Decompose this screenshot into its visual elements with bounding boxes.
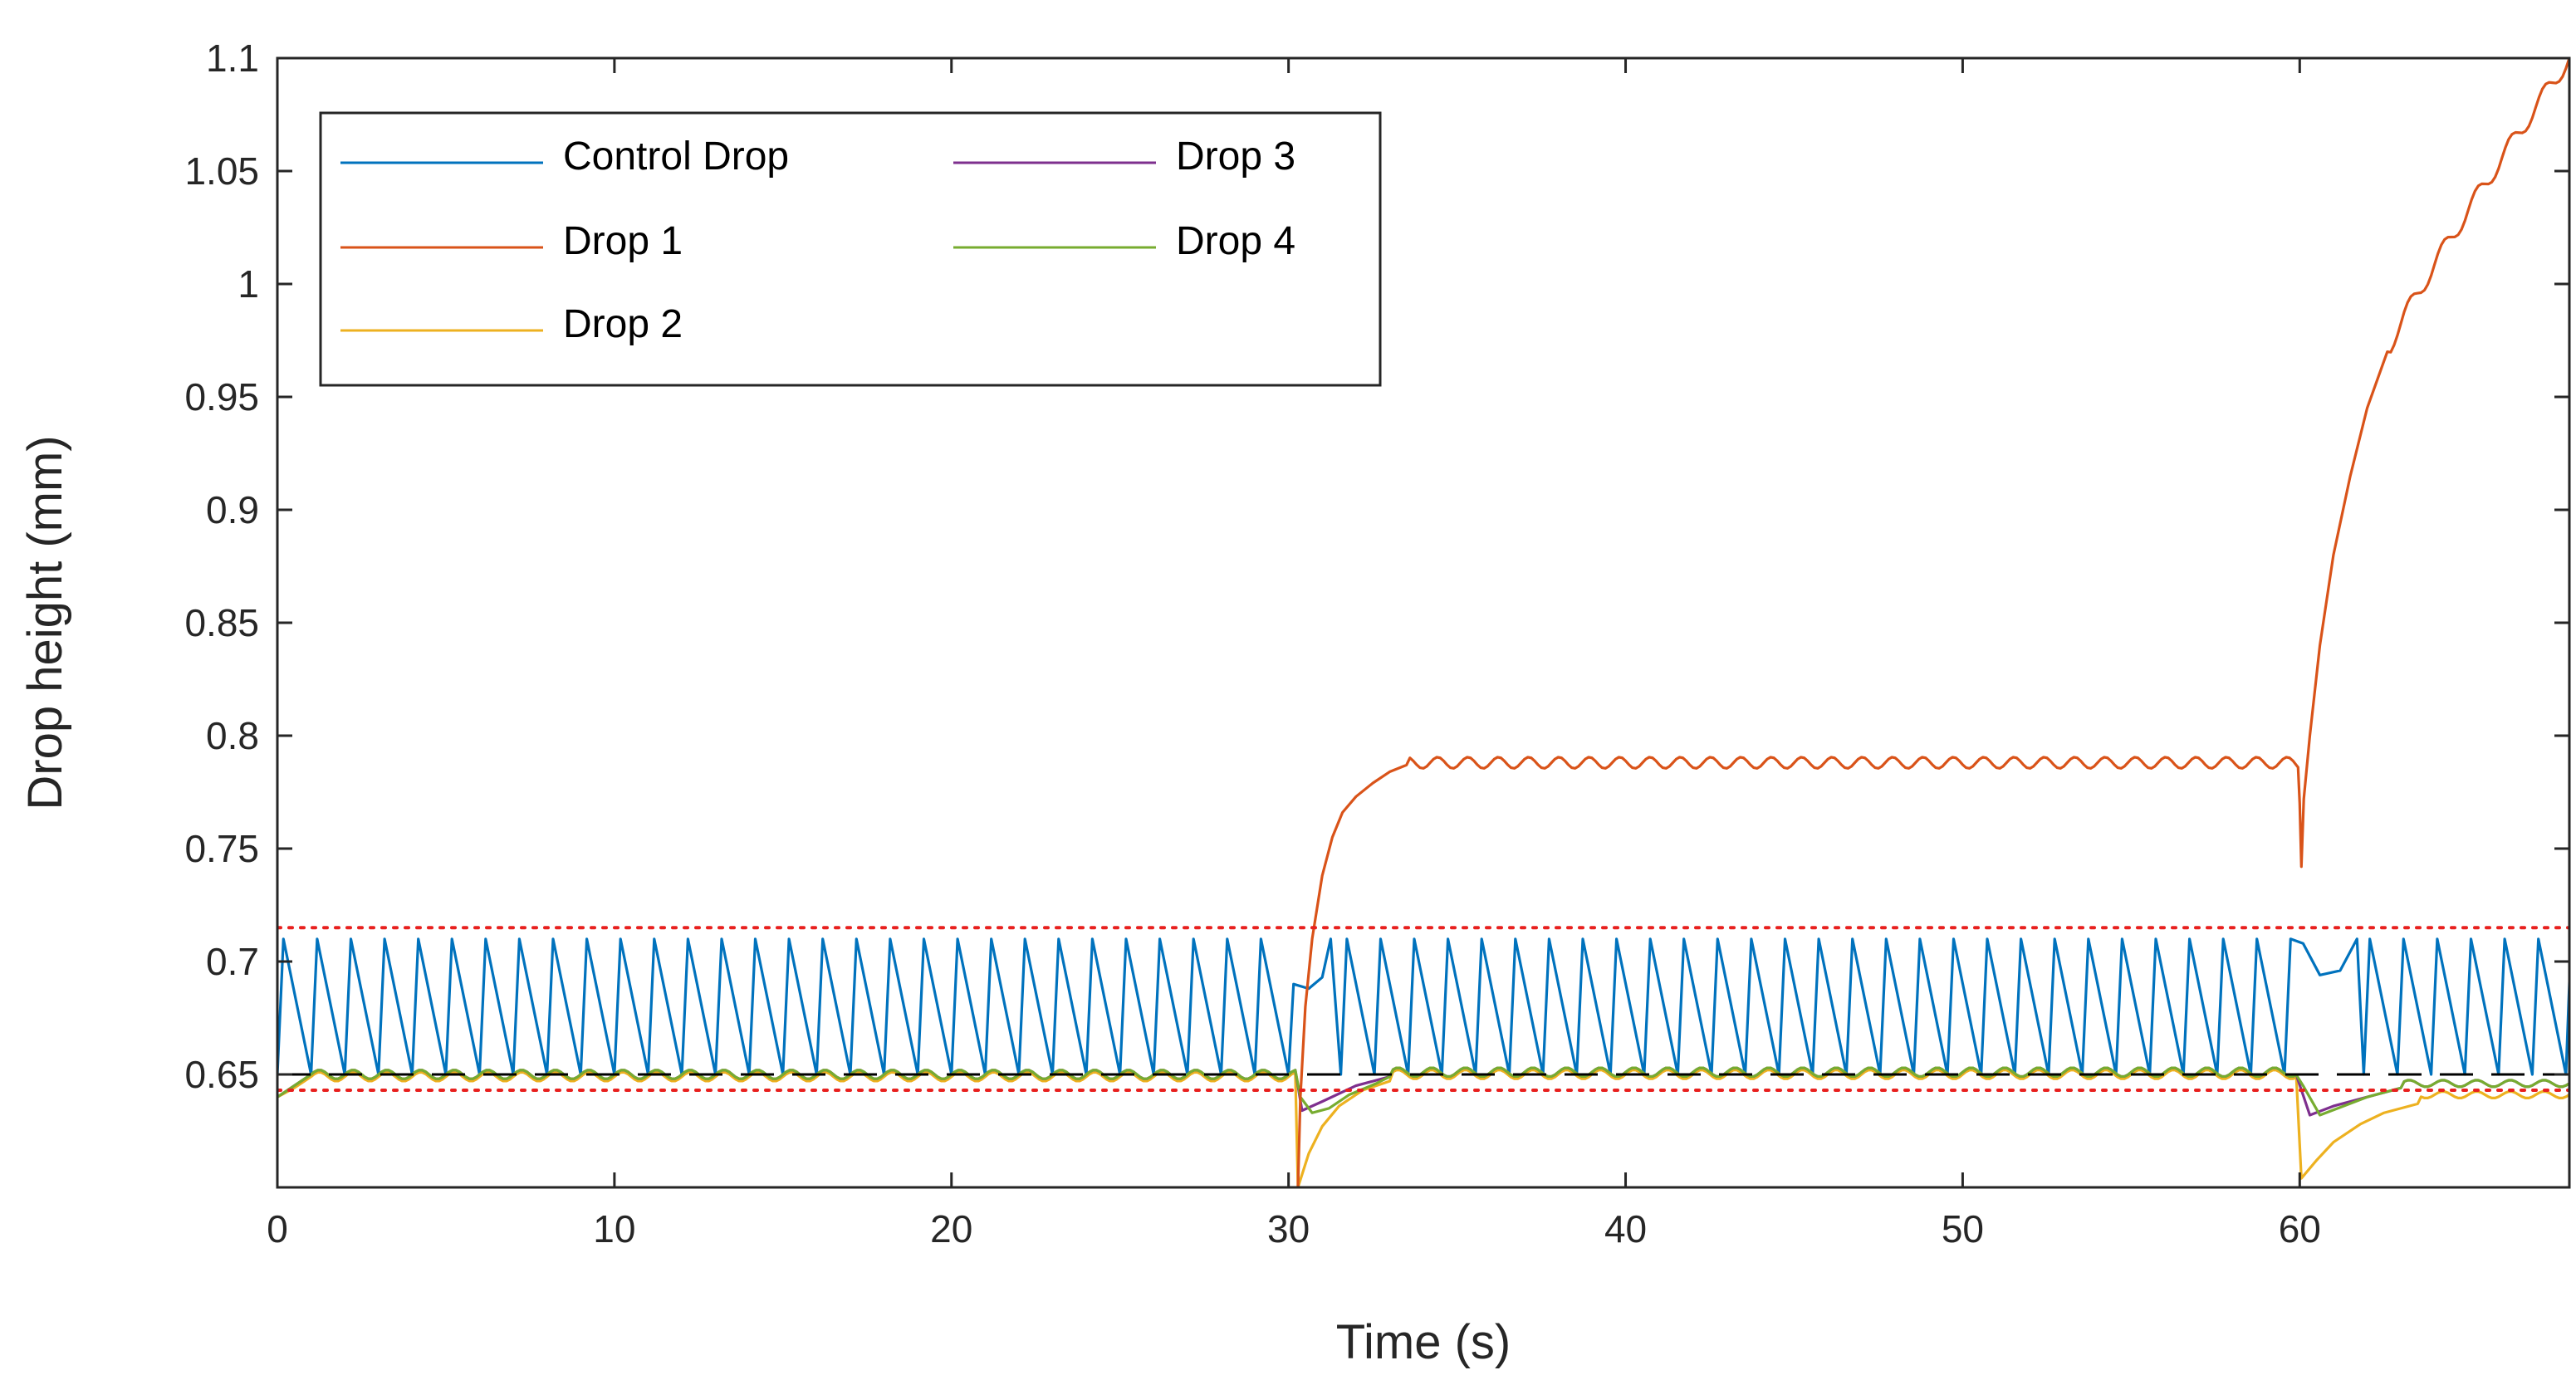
x-tick-label: 30 [1267,1207,1310,1250]
legend-item-control-drop: Control Drop [340,135,789,179]
y-tick-label: 0.95 [184,375,259,418]
x-tick-label: 0 [267,1207,288,1250]
legend-label-drop-4: Drop 4 [1176,219,1295,263]
y-axis-title: Drop height (mm) [18,435,72,810]
y-tick-label: 1.1 [206,37,259,80]
legend-label-control-drop: Control Drop [563,135,789,179]
legend-label-drop-1: Drop 1 [563,219,683,263]
y-tick-label: 1.05 [184,149,259,193]
x-tick-label: 50 [1942,1207,1984,1250]
legend-label-drop-3: Drop 3 [1176,135,1295,179]
threshold-layer [277,926,2569,1093]
y-tick-label: 0.75 [184,827,259,870]
x-tick-label: 40 [1604,1207,1647,1250]
legend-item-drop-4: Drop 4 [953,219,1295,263]
legend-item-drop-1: Drop 1 [340,219,683,263]
legend-label-drop-2: Drop 2 [563,302,683,346]
legend: Control Drop Drop 1 Drop 2 Drop 3 Drop 4 [319,111,1382,387]
y-tick-label: 0.9 [206,488,259,531]
legend-item-drop-3: Drop 3 [953,135,1295,179]
series-line-drop-2 [277,1069,2569,1187]
y-tick-label: 1 [238,262,259,306]
legend-item-drop-2: Drop 2 [340,302,683,346]
x-tick-label: 20 [930,1207,972,1250]
series-line-drop-4 [277,1066,2569,1117]
x-tick-label: 10 [593,1207,635,1250]
y-tick-label: 0.7 [206,940,259,983]
y-tick-label: 0.8 [206,714,259,757]
series-line-control-drop [277,937,2569,1076]
tick-layer: 0 10 20 30 40 50 60 0.65 0.7 0.75 0.8 0.85 0.9 0.95 1 1… [184,37,2569,1250]
x-tick-label: 60 [2279,1207,2321,1250]
legend-box [319,111,1382,387]
y-tick-label: 0.85 [184,601,259,644]
y-tick-label: 0.65 [184,1053,259,1096]
series-line-drop-1 [1296,58,2569,1187]
x-axis-title: Time (s) [1336,1315,1511,1369]
